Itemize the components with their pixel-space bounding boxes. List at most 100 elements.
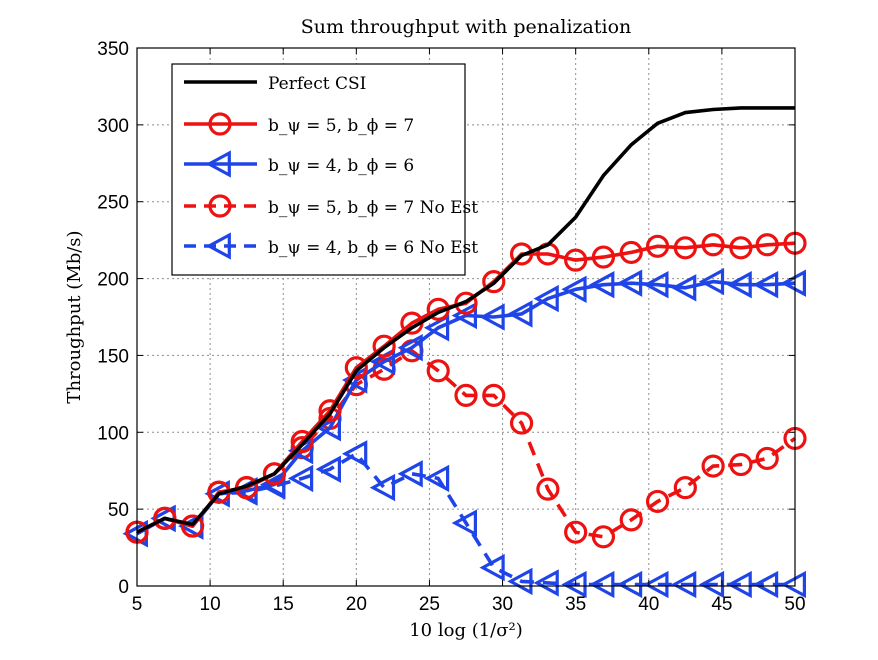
- series-1-point-13: [482, 270, 506, 294]
- series-3-point-16: [564, 520, 588, 544]
- series-4-point-8: [341, 440, 368, 468]
- y-tick-label-50: 50: [108, 500, 129, 521]
- series-3-point-12: [454, 383, 478, 407]
- series-4-point-10: [397, 460, 423, 488]
- legend-label-b4-b6: b_ψ = 4, b_ϕ = 6: [268, 156, 414, 176]
- series-4-point-6: [287, 464, 314, 493]
- series-2-point-16: [561, 275, 587, 303]
- series-2-point-17: [589, 271, 615, 299]
- y-tick-label-300: 300: [97, 116, 129, 137]
- legend-marker-4: [205, 232, 231, 260]
- x-tick-label-30: 30: [492, 594, 513, 615]
- chart-title: Sum throughput with penalization: [301, 16, 632, 38]
- series-4-point-9: [369, 473, 396, 502]
- series-2-point-22: [726, 271, 752, 299]
- legend-samples: [184, 80, 257, 260]
- series-2-point-10: [397, 334, 423, 362]
- series-1-point-2: [180, 514, 205, 538]
- series-4-point-14: [507, 567, 533, 596]
- x-tick-label-50: 50: [784, 594, 805, 615]
- series-2-line: [136, 279, 796, 536]
- series-4-point-23: [752, 570, 779, 599]
- legend-marker-3: [208, 194, 232, 218]
- series-2-point-18: [616, 269, 643, 297]
- series-2-point-19: [643, 271, 669, 299]
- series-4-point-21: [698, 570, 725, 599]
- series-2-point-14: [507, 300, 533, 328]
- x-axis-label: 10 log (1/σ²): [409, 620, 523, 641]
- y-tick-label-250: 250: [97, 193, 129, 214]
- series-3-point-18: [619, 508, 643, 532]
- y-tick-label-150: 150: [97, 346, 129, 367]
- legend: Perfect CSI b_ψ = 5, b_ϕ = 7 b_ψ = 4, b_…: [171, 63, 478, 276]
- series-3-point-23: [755, 446, 779, 471]
- x-tick-label-10: 10: [200, 594, 221, 615]
- series-2-point-13: [479, 303, 505, 331]
- series-1-point-21: [701, 233, 725, 257]
- series-1-point-17: [591, 245, 616, 269]
- plot-frame: [136, 47, 796, 587]
- series-2-point-12: [451, 301, 477, 330]
- series-4-point-24: [780, 570, 807, 599]
- series-2-point-21: [698, 267, 725, 296]
- series-1-point-16: [564, 248, 588, 272]
- series-2-point-24: [780, 269, 807, 297]
- series-4-point-17: [589, 570, 615, 599]
- series-1-point-20: [673, 236, 697, 260]
- x-tick-label-20: 20: [346, 594, 367, 615]
- series-3-point-14: [509, 411, 534, 435]
- series-4-point-13: [479, 553, 505, 582]
- series-2-point-5: [260, 470, 286, 499]
- y-tick-label-100: 100: [97, 423, 129, 444]
- series-1-point-5: [262, 462, 287, 486]
- series-layer: [122, 106, 807, 599]
- series-1-point-1: [153, 506, 177, 530]
- x-tick-label-15: 15: [273, 594, 294, 615]
- x-tick-label-35: 35: [565, 594, 586, 615]
- series-0-line: [136, 106, 795, 534]
- series-1-point-6: [290, 429, 314, 454]
- series-3-point-20: [673, 476, 697, 500]
- legend-label-b5-b7-no-est: b_ψ = 5, b_ϕ = 7 No Est: [268, 198, 478, 218]
- x-tick-label-40: 40: [638, 594, 659, 615]
- y-tick-label-200: 200: [97, 270, 129, 291]
- axis-ticks: 5 10 15 20 25 30 35 40 45 50 0 50 100 150 200 250 300 350: [97, 39, 805, 615]
- series-4-point-20: [670, 570, 697, 599]
- x-tick-label-25: 25: [419, 594, 440, 615]
- series-3-line: [136, 348, 797, 539]
- x-tick-label-45: 45: [711, 594, 732, 615]
- series-4-point-18: [616, 570, 643, 599]
- y-tick-label-350: 350: [97, 39, 129, 60]
- series-3-point-15: [536, 477, 560, 501]
- series-1-point-14: [509, 242, 534, 266]
- series-1-point-9: [372, 334, 396, 358]
- series-4-point-16: [561, 570, 587, 599]
- series-0: [136, 106, 795, 534]
- legend-label-b5-b7: b_ψ = 5, b_ϕ = 7: [268, 116, 414, 136]
- series-1-point-7: [318, 399, 342, 423]
- legend-label-perfect-csi: Perfect CSI: [268, 74, 366, 94]
- series-1-point-18: [619, 240, 643, 265]
- series-3-point-22: [729, 452, 753, 477]
- series-1-point-12: [454, 291, 478, 315]
- series-3-point-17: [591, 525, 616, 549]
- y-axis-label: Throughput (Mb/s): [64, 230, 85, 403]
- series-4-point-7: [315, 455, 341, 483]
- series-4-point-22: [726, 570, 752, 599]
- series-4-point-15: [533, 569, 559, 597]
- legend-label-b4-b6-no-est: b_ψ = 4, b_ϕ = 6 No Est: [268, 238, 478, 258]
- series-1-point-23: [755, 233, 779, 257]
- series-2-point-15: [533, 284, 559, 313]
- series-1-point-22: [729, 236, 753, 260]
- legend-marker-1: [208, 112, 232, 136]
- series-1-point-8: [344, 356, 368, 380]
- series-3-point-13: [482, 383, 506, 407]
- series-4-point-19: [643, 570, 669, 599]
- series-4-point-12: [451, 509, 477, 537]
- series-4-point-11: [423, 464, 450, 493]
- series-3-point-21: [701, 454, 725, 478]
- series-3-point-19: [645, 489, 670, 514]
- series-1-point-19: [645, 234, 670, 258]
- legend-marker-2: [205, 150, 231, 178]
